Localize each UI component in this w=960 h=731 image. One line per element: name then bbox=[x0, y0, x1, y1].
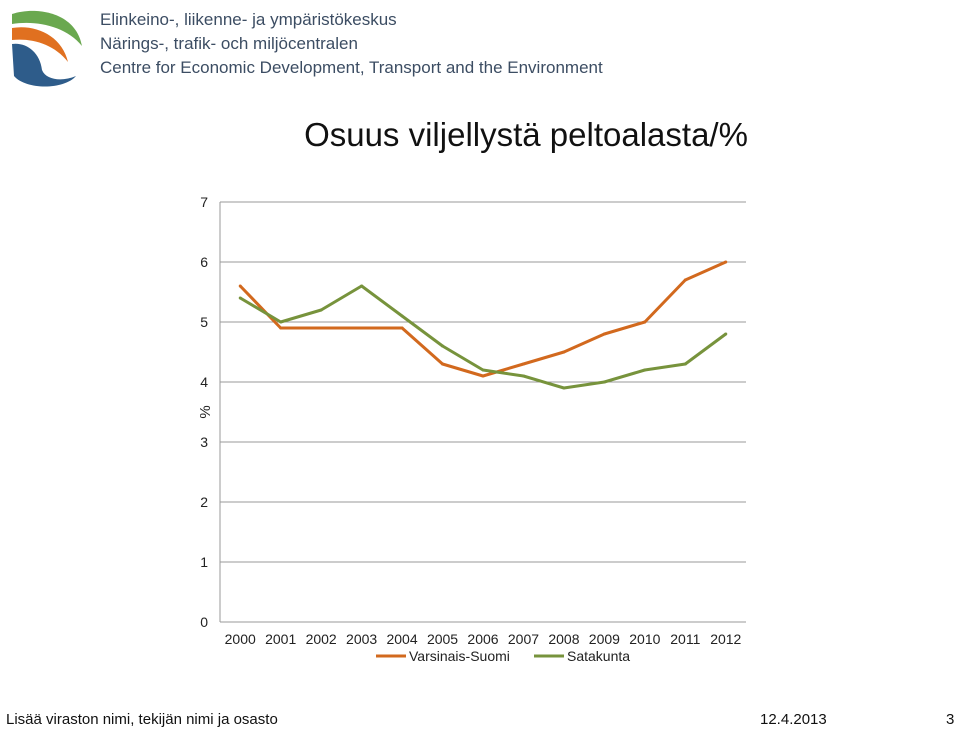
chart-title: Osuus viljellystä peltoalasta/% bbox=[304, 116, 748, 153]
data-point bbox=[562, 386, 566, 390]
x-tick-label: 2011 bbox=[670, 631, 700, 647]
data-point bbox=[481, 368, 485, 372]
page-number: 3 bbox=[946, 711, 955, 728]
legend-label: Varsinais-Suomi bbox=[409, 648, 510, 664]
series-line bbox=[239, 260, 727, 378]
y-tick-label: 5 bbox=[200, 314, 208, 330]
data-point bbox=[683, 278, 687, 282]
y-tick-label: 2 bbox=[200, 494, 208, 510]
footer-left-text: Lisää viraston nimi, tekijän nimi ja osa… bbox=[6, 711, 278, 728]
data-point bbox=[602, 332, 606, 336]
x-tick-label: 2009 bbox=[589, 631, 620, 647]
data-point bbox=[724, 260, 728, 264]
x-tick-label: 2000 bbox=[225, 631, 256, 647]
org-name-swedish: Närings-, trafik- och miljöcentralen bbox=[100, 34, 358, 53]
data-point bbox=[360, 284, 364, 288]
data-point bbox=[602, 380, 606, 384]
y-tick-label: 1 bbox=[200, 554, 208, 570]
x-tick-label: 2001 bbox=[265, 631, 296, 647]
data-point bbox=[279, 326, 283, 330]
data-point bbox=[360, 326, 364, 330]
data-point bbox=[521, 362, 525, 366]
x-tick-label: 2004 bbox=[386, 631, 417, 647]
x-tick-label: 2006 bbox=[467, 631, 498, 647]
x-tick-label: 2008 bbox=[548, 631, 579, 647]
data-point bbox=[441, 344, 445, 348]
data-point bbox=[238, 284, 242, 288]
x-tick-label: 2007 bbox=[508, 631, 539, 647]
x-tick-label: 2002 bbox=[306, 631, 337, 647]
x-tick-label: 2005 bbox=[427, 631, 458, 647]
legend-label: Satakunta bbox=[567, 648, 630, 664]
data-point bbox=[441, 362, 445, 366]
x-tick-label: 2003 bbox=[346, 631, 377, 647]
data-point bbox=[643, 368, 647, 372]
y-tick-label: 7 bbox=[200, 194, 208, 210]
data-point bbox=[279, 320, 283, 324]
line-chart: 0 1 2 3 4 5 6 7% 2000 2001 2002 2003 2004 2005 2006 200… bbox=[197, 194, 746, 664]
y-tick-label: 6 bbox=[200, 254, 208, 270]
y-tick-label: 0 bbox=[200, 614, 208, 630]
y-axis-label: % bbox=[197, 405, 214, 418]
data-point bbox=[683, 362, 687, 366]
data-point bbox=[724, 332, 728, 336]
ely-logo bbox=[12, 10, 82, 87]
data-point bbox=[562, 350, 566, 354]
x-tick-label: 2010 bbox=[629, 631, 660, 647]
data-point bbox=[319, 308, 323, 312]
data-point bbox=[319, 326, 323, 330]
y-tick-label: 3 bbox=[200, 434, 208, 450]
data-point bbox=[238, 296, 242, 300]
y-tick-label: 4 bbox=[200, 374, 208, 390]
data-point bbox=[643, 320, 647, 324]
data-point bbox=[481, 374, 485, 378]
data-point bbox=[400, 326, 404, 330]
org-name-english: Centre for Economic Development, Transpo… bbox=[100, 58, 603, 77]
org-name-finnish: Elinkeino-, liikenne- ja ympäristökeskus bbox=[100, 10, 397, 29]
organization-name: Elinkeino-, liikenne- ja ympäristökeskus… bbox=[100, 8, 603, 80]
data-point bbox=[400, 314, 404, 318]
x-tick-label: 2012 bbox=[710, 631, 741, 647]
footer-date: 12.4.2013 bbox=[760, 711, 827, 728]
series-line bbox=[239, 284, 727, 390]
data-point bbox=[521, 374, 525, 378]
